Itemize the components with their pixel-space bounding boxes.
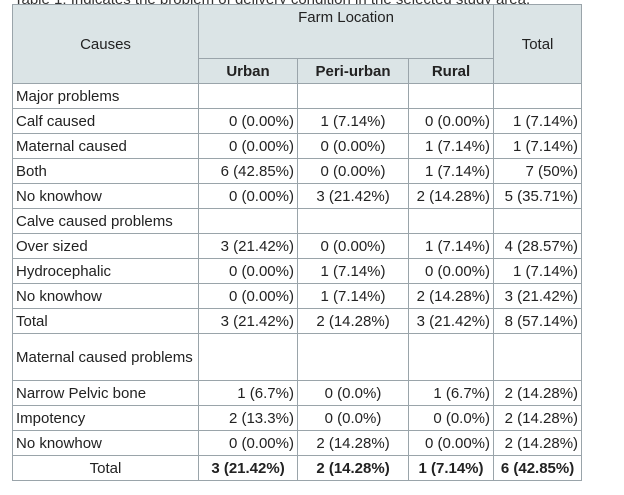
cell-rural (407, 333, 495, 381)
row-label: Impotency (12, 405, 199, 431)
cell-urban: 1 (6.7%) (198, 380, 298, 406)
grand-total-peri: 2 (14.28%) (297, 455, 409, 481)
table-row: Narrow Pelvic bone 1 (6.7%) 0 (0.0%) 1 (6.7… (12, 380, 583, 406)
table-row: Over sized 3 (21.42%) 0 (0.00%) 1 (7.14%) 4 … (12, 233, 583, 259)
cell-urban (198, 333, 298, 381)
cell-rural: 0 (0.00%) (407, 108, 495, 134)
row-label: No knowhow (12, 430, 199, 456)
table-row: No knowhow 0 (0.00%) 3 (21.42%) 2 (14.28%) 5… (12, 183, 583, 209)
cell-total: 1 (7.14%) (493, 133, 583, 159)
cell-urban: 2 (13.3%) (198, 405, 298, 431)
cell-peri-urban: 2 (14.28%) (297, 430, 409, 456)
cell-peri-urban (297, 208, 409, 234)
table-row: Total 3 (21.42%) 2 (14.28%) 3 (21.42%) 8 (57… (12, 308, 583, 334)
cell-peri-urban: 1 (7.14%) (297, 258, 409, 284)
cell-urban (198, 83, 298, 109)
cell-urban: 0 (0.00%) (198, 258, 298, 284)
cell-peri-urban (297, 83, 409, 109)
cell-rural: 2 (14.28%) (407, 183, 495, 209)
row-label: Maternal caused (12, 133, 199, 159)
cell-total: 2 (14.28%) (493, 380, 583, 406)
cell-urban: 6 (42.85%) (198, 158, 298, 184)
cell-total: 7 (50%) (493, 158, 583, 184)
cell-urban: 0 (0.00%) (198, 108, 298, 134)
cell-rural: 0 (0.00%) (407, 258, 495, 284)
row-label: Calve caused problems (12, 208, 199, 234)
cell-urban (198, 208, 298, 234)
row-label: No knowhow (12, 283, 199, 309)
row-label: Calf caused (12, 108, 199, 134)
cell-urban: 0 (0.00%) (198, 430, 298, 456)
cell-urban: 0 (0.00%) (198, 283, 298, 309)
cell-urban: 3 (21.42%) (198, 308, 298, 334)
cell-rural: 0 (0.00%) (407, 430, 495, 456)
cell-total: 2 (14.28%) (493, 430, 583, 456)
header-total: Total (493, 4, 583, 84)
table-row: Maternal caused problems (12, 333, 583, 381)
cell-peri-urban: 1 (7.14%) (297, 108, 409, 134)
cell-total (493, 333, 583, 381)
cell-rural: 1 (6.7%) (407, 380, 495, 406)
cell-rural: 1 (7.14%) (407, 133, 495, 159)
cell-rural (407, 83, 495, 109)
cell-total: 1 (7.14%) (493, 108, 583, 134)
table-row: Calve caused problems (12, 208, 583, 234)
grand-total-total: 6 (42.85%) (493, 455, 583, 481)
row-label: Hydrocephalic (12, 258, 199, 284)
grand-total-label: Total (12, 455, 199, 481)
table-row: No knowhow 0 (0.00%) 1 (7.14%) 2 (14.28%) 3 … (12, 283, 583, 309)
cell-urban: 0 (0.00%) (198, 183, 298, 209)
cell-peri-urban (297, 333, 409, 381)
cell-rural: 0 (0.0%) (407, 405, 495, 431)
header-peri-urban: Peri-urban (297, 58, 409, 84)
header-urban: Urban (198, 58, 298, 84)
delivery-problems-table: Causes Farm Location Total Urban Peri-ur… (12, 4, 583, 481)
row-label: Total (12, 308, 199, 334)
cell-peri-urban: 0 (0.00%) (297, 233, 409, 259)
cell-peri-urban: 0 (0.0%) (297, 405, 409, 431)
cell-rural: 1 (7.14%) (407, 233, 495, 259)
cell-total (493, 208, 583, 234)
cell-total: 5 (35.71%) (493, 183, 583, 209)
cell-rural (407, 208, 495, 234)
row-label: Narrow Pelvic bone (12, 380, 199, 406)
cell-total (493, 83, 583, 109)
row-label: Both (12, 158, 199, 184)
cell-total: 3 (21.42%) (493, 283, 583, 309)
cell-total: 2 (14.28%) (493, 405, 583, 431)
table-row: Maternal caused 0 (0.00%) 0 (0.00%) 1 (7.14… (12, 133, 583, 159)
cell-total: 1 (7.14%) (493, 258, 583, 284)
cell-peri-urban: 0 (0.00%) (297, 158, 409, 184)
row-label: No knowhow (12, 183, 199, 209)
cell-urban: 0 (0.00%) (198, 133, 298, 159)
cell-urban: 3 (21.42%) (198, 233, 298, 259)
row-label: Over sized (12, 233, 199, 259)
grand-total-rural: 1 (7.14%) (407, 455, 495, 481)
cell-rural: 2 (14.28%) (407, 283, 495, 309)
header-causes: Causes (12, 4, 199, 84)
table-body: Major problems Calf caused 0 (0.00%) 1 (7.1… (12, 83, 583, 456)
cell-total: 4 (28.57%) (493, 233, 583, 259)
table-row: Hydrocephalic 0 (0.00%) 1 (7.14%) 0 (0.00%)… (12, 258, 583, 284)
table-row: Both 6 (42.85%) 0 (0.00%) 1 (7.14%) 7 (50%) (12, 158, 583, 184)
row-label: Maternal caused problems (12, 333, 199, 381)
cell-peri-urban: 0 (0.0%) (297, 380, 409, 406)
row-label: Major problems (12, 83, 199, 109)
cell-peri-urban: 2 (14.28%) (297, 308, 409, 334)
table-row: No knowhow 0 (0.00%) 2 (14.28%) 0 (0.00%) 2 … (12, 430, 583, 456)
grand-total-row: Total 3 (21.42%) 2 (14.28%) 1 (7.14%) 6 … (12, 455, 583, 481)
table-row: Impotency 2 (13.3%) 0 (0.0%) 0 (0.0%) 2 (14.… (12, 405, 583, 431)
cell-peri-urban: 0 (0.00%) (297, 133, 409, 159)
cell-total: 8 (57.14%) (493, 308, 583, 334)
table-row: Calf caused 0 (0.00%) 1 (7.14%) 0 (0.00%) 1 … (12, 108, 583, 134)
cell-peri-urban: 3 (21.42%) (297, 183, 409, 209)
header-rural: Rural (407, 58, 495, 84)
cell-rural: 1 (7.14%) (407, 158, 495, 184)
cell-rural: 3 (21.42%) (407, 308, 495, 334)
cell-peri-urban: 1 (7.14%) (297, 283, 409, 309)
table-row: Major problems (12, 83, 583, 109)
grand-total-urban: 3 (21.42%) (198, 455, 298, 481)
header-farm-location: Farm Location (197, 4, 495, 59)
